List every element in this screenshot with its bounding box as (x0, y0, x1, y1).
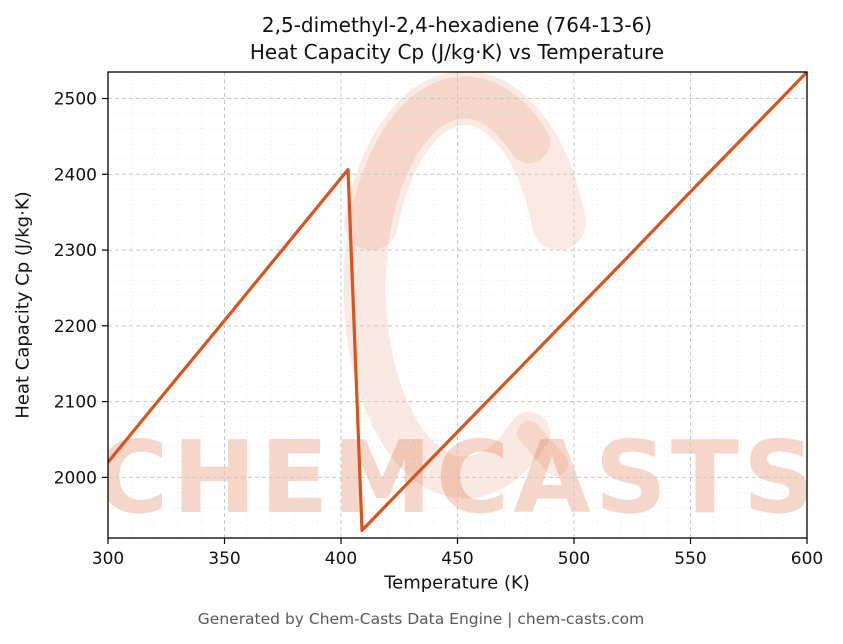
svg-text:2000: 2000 (54, 468, 97, 488)
svg-text:450: 450 (441, 549, 473, 569)
svg-text:2500: 2500 (54, 90, 97, 110)
chart-title: 2,5-dimethyl-2,4-hexadiene (764-13-6) He… (250, 12, 664, 66)
watermark-logo-ring (343, 76, 550, 499)
grid-major (107, 72, 808, 538)
svg-text:350: 350 (208, 549, 240, 569)
svg-text:2200: 2200 (54, 317, 97, 337)
x-axis-label: Temperature (K) (384, 572, 530, 594)
svg-text:300: 300 (92, 549, 124, 569)
y-ticks (102, 97, 108, 478)
x-tick-labels: 300 350 400 450 500 550 600 (92, 549, 823, 569)
svg-text:2100: 2100 (54, 393, 97, 413)
svg-text:600: 600 (791, 549, 823, 569)
svg-text:2300: 2300 (54, 241, 97, 261)
watermark-logo-tail (517, 421, 568, 476)
x-ticks (107, 538, 808, 544)
y-tick-labels: 2000 2100 2200 2300 2400 2500 (54, 90, 97, 489)
y-axis-label: Heat Capacity Cp (J/kg·K) (12, 191, 34, 419)
watermark-logo-top (344, 72, 586, 250)
svg-text:400: 400 (325, 549, 357, 569)
chart-title-line2: Heat Capacity Cp (J/kg·K) vs Temperature (249, 40, 665, 64)
footer-text: Generated by Chem-Casts Data Engine | ch… (197, 610, 645, 628)
svg-text:2400: 2400 (54, 165, 97, 185)
chart-title-line1: 2,5-dimethyl-2,4-hexadiene (764-13-6) (261, 13, 653, 37)
series-line (108, 72, 807, 532)
svg-text:550: 550 (674, 549, 706, 569)
svg-text:500: 500 (558, 549, 590, 569)
